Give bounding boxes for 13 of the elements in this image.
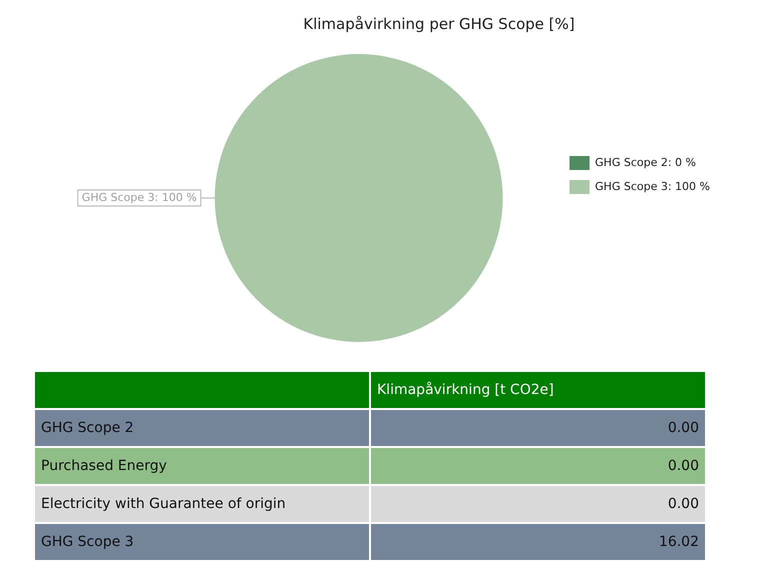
text: Electricity with Guarantee of origin (35, 485, 370, 523)
data-label: GHG Scope 3: 100 % (82, 190, 197, 204)
text: 0.00 (370, 447, 706, 485)
legend-label: GHG Scope 3: 100 % (595, 180, 710, 193)
text: 16.02 (370, 523, 706, 561)
text: 0.00 (370, 409, 706, 447)
text: Purchased Energy (35, 447, 370, 485)
text: GHG Scope 2 (35, 409, 370, 447)
text: 0.00 (370, 485, 706, 523)
chart-title: Klimapåvirkning per GHG Scope [%] (303, 14, 575, 33)
legend-label: GHG Scope 2: 0 % (595, 156, 696, 169)
text: GHG Scope 3 (35, 523, 370, 561)
text: Klimapåvirkning [t CO2e] (370, 372, 706, 409)
